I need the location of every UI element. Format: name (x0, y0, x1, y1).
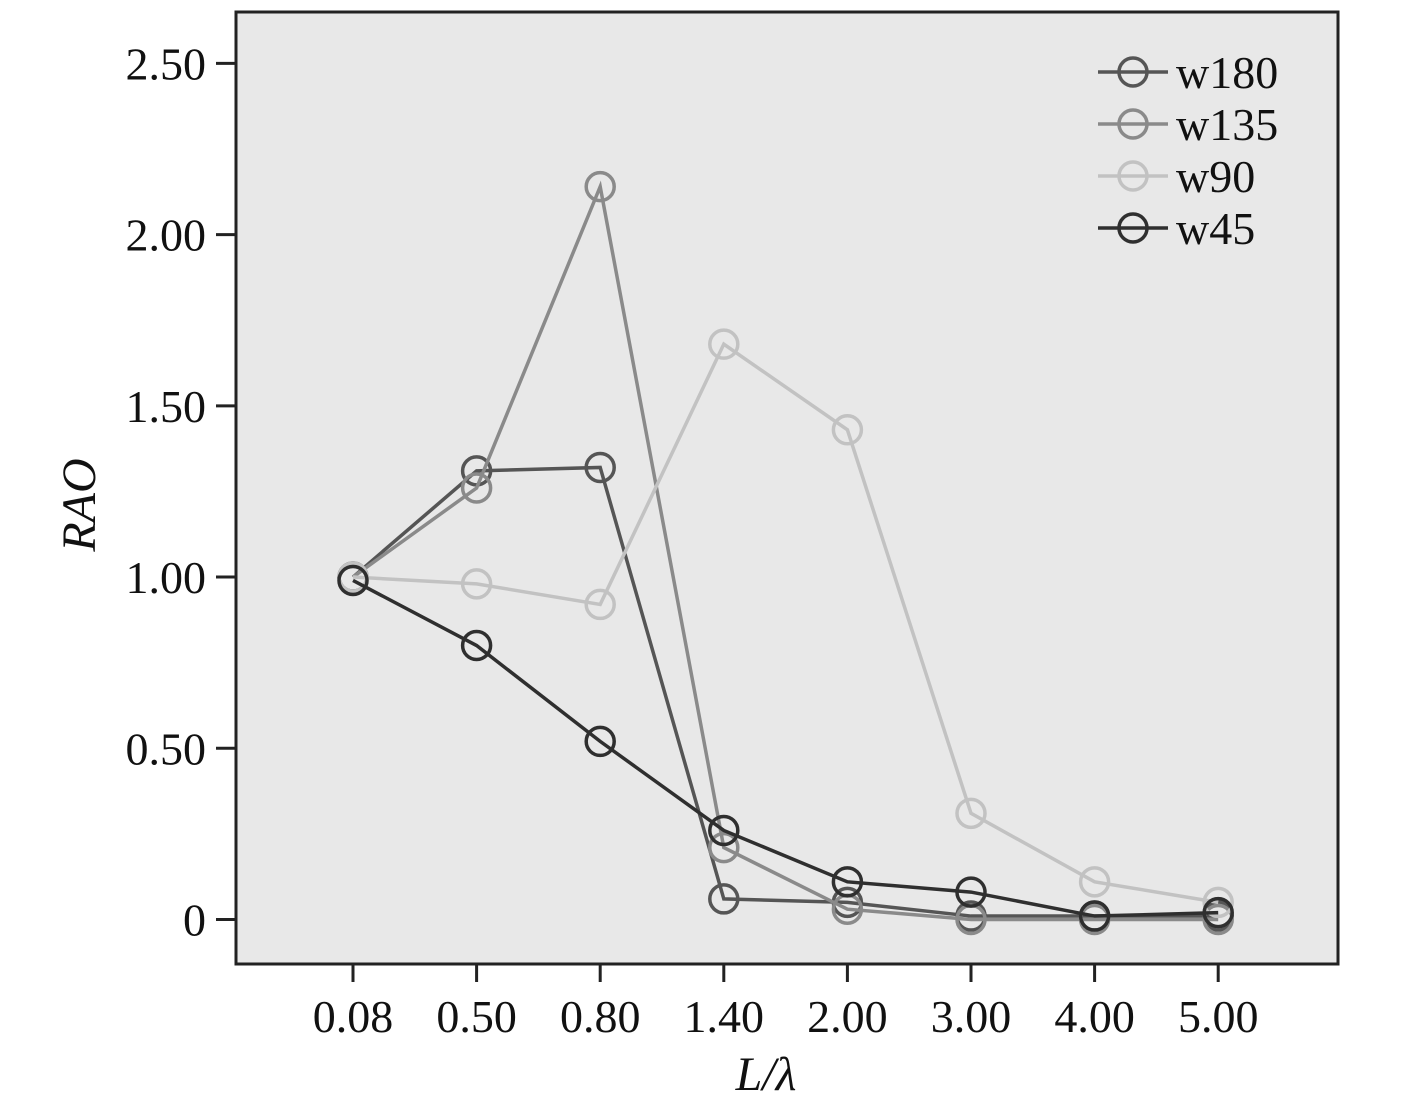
legend-item-w135: w135 (1098, 99, 1278, 150)
data-point-w135 (708, 831, 740, 864)
data-point-w90 (831, 414, 864, 446)
y-tick-label: 1.00 (126, 552, 207, 603)
y-tick-label: 0 (183, 894, 206, 945)
legend-label: w180 (1176, 47, 1278, 98)
x-tick-label: 2.00 (807, 991, 888, 1042)
y-axis: 0 0.50 1.00 1.50 2.00 2.50 (126, 38, 236, 945)
x-tick-label: 1.40 (684, 991, 765, 1042)
legend-label: w135 (1176, 99, 1278, 150)
data-point-w90 (955, 797, 987, 830)
y-tick-label: 2.50 (126, 38, 207, 89)
data-point-w45 (831, 866, 864, 898)
x-axis: 0.08 0.50 0.80 1.40 2.00 3.00 4.00 5.00 (313, 964, 1259, 1042)
legend-marker (1117, 108, 1149, 140)
series-w45 (337, 564, 1234, 932)
x-axis-title: L/λ (735, 1048, 797, 1095)
legend-item-w90: w90 (1098, 151, 1255, 202)
legend-label: w90 (1176, 151, 1255, 202)
y-axis-title: RAO (53, 458, 106, 552)
data-point-w180 (584, 451, 616, 484)
series-line-w45 (352, 578, 1219, 918)
x-tick-label: 4.00 (1054, 991, 1135, 1042)
data-point-w90 (584, 588, 616, 621)
data-point-w90 (1078, 866, 1111, 898)
series-line-w180 (351, 465, 1219, 918)
y-tick-label: 1.50 (126, 381, 207, 432)
data-point-w45 (337, 564, 369, 597)
legend-item-w45: w45 (1098, 203, 1255, 254)
data-point-w45 (460, 629, 493, 662)
data-point-w45 (1202, 896, 1234, 929)
data-point-w45 (1078, 900, 1111, 932)
data-point-w45 (708, 814, 740, 847)
legend-marker (1117, 56, 1149, 88)
data-point-w45 (584, 725, 616, 758)
x-tick-label: 3.00 (931, 991, 1012, 1042)
data-point-w90 (708, 328, 740, 360)
x-tick-label: 0.50 (436, 991, 517, 1042)
legend-marker (1117, 160, 1149, 192)
data-point-w135 (584, 170, 616, 203)
x-tick-label: 0.80 (560, 991, 641, 1042)
data-point-w90 (460, 568, 493, 600)
data-point-w90 (1202, 886, 1234, 919)
y-tick-label: 2.00 (126, 210, 207, 261)
x-tick-label: 0.08 (313, 991, 394, 1042)
series-layer (337, 170, 1234, 936)
legend-item-w180: w180 (1098, 47, 1278, 98)
data-point-w180 (708, 883, 740, 915)
legend-marker (1117, 212, 1149, 244)
plot-area (234, 10, 1340, 966)
series-line-w90 (352, 341, 1219, 905)
series-line-w135 (351, 180, 1219, 922)
y-tick-label: 0.50 (126, 723, 207, 774)
data-point-w135 (460, 472, 493, 504)
data-point-w45 (955, 876, 987, 908)
x-tick-label: 5.00 (1178, 991, 1259, 1042)
legend-label: w45 (1176, 203, 1255, 254)
